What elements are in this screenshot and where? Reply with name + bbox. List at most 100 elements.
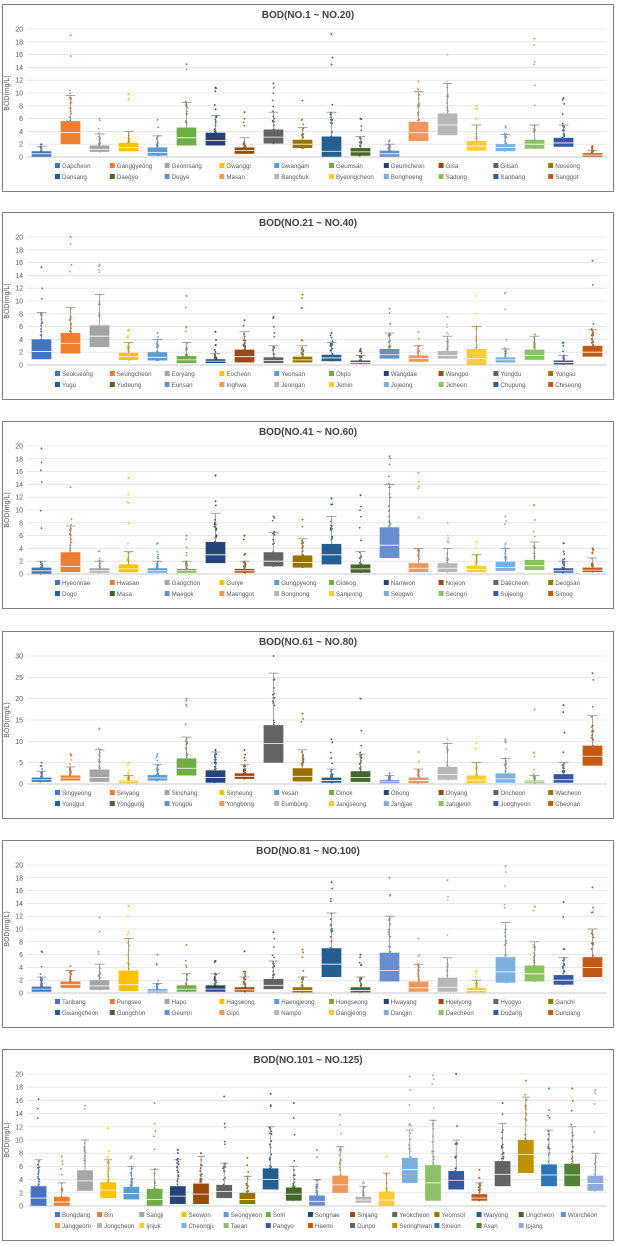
data-point [447, 534, 449, 537]
box-seongyeon [123, 1155, 140, 1200]
legend-swatch-5 [274, 790, 280, 795]
data-point [215, 356, 218, 359]
data-point [39, 509, 42, 512]
legend-swatch-8 [350, 1212, 356, 1217]
data-point [301, 525, 304, 528]
legend-label-6: Geumsan [336, 163, 363, 170]
data-point [214, 504, 217, 507]
data-point [523, 1133, 526, 1136]
box-deogsan [292, 518, 313, 569]
legend-label-19: Jonghyeon [500, 801, 531, 808]
data-point [107, 1150, 110, 1153]
legend-swatch-20 [548, 382, 554, 387]
y-tick-label-2: 4 [19, 1177, 23, 1184]
box-jemin [466, 294, 487, 366]
data-point [359, 509, 361, 512]
data-point [126, 559, 129, 562]
legend-swatch-23 [434, 1223, 440, 1228]
data-point [127, 98, 130, 101]
legend-label-5: Yeonsan [281, 371, 305, 378]
outlier-max [243, 319, 246, 322]
data-point [292, 1117, 295, 1119]
legend-swatch-20 [548, 174, 554, 179]
data-point [127, 493, 130, 496]
data-point [563, 558, 566, 560]
y-tick-label-6: 12 [15, 1124, 23, 1131]
box-body [408, 981, 429, 992]
data-point [97, 127, 100, 130]
outlier-max [330, 881, 333, 884]
box-bin [53, 1155, 70, 1207]
box-chiseong [582, 259, 603, 357]
chart-title: BOD(NO.81 ~ NO.100) [256, 846, 360, 857]
legend-swatch-13 [560, 1212, 566, 1217]
data-point [270, 1133, 273, 1135]
outlier-max [185, 294, 188, 297]
data-point [300, 751, 303, 753]
outlier-max [130, 1155, 133, 1158]
legend-label-5: Yesan [281, 790, 299, 797]
box-seokseong [31, 266, 52, 360]
legend-label-17: Cheongji [188, 1223, 212, 1230]
outlier-max [475, 104, 478, 107]
legend-label-11: Dogo [62, 591, 77, 598]
outlier-max [475, 969, 478, 972]
data-point [185, 964, 187, 967]
box-taean [425, 1074, 441, 1201]
data-point [504, 542, 507, 545]
box-chart-2: BOD(NO.21 ~ NO.40) 0 2 4 6 8 10 12 14 16 18 20 BOD(m… [4, 218, 607, 389]
data-point [360, 729, 363, 732]
data-point [563, 102, 566, 105]
box-dangjin [495, 865, 516, 984]
data-point [416, 351, 419, 354]
data-point [36, 1163, 39, 1166]
legend-label-15: Nampo [281, 1010, 302, 1017]
data-point [126, 501, 129, 504]
legend-label-12: Masa [117, 591, 133, 598]
outlier-max [562, 901, 565, 904]
box-yesan [147, 753, 168, 782]
box-dundang [582, 886, 603, 977]
data-point [108, 1162, 111, 1165]
outlier-max [37, 1098, 40, 1101]
y-axis-label: BOD(mg/L) [4, 702, 11, 737]
box-hyeonnae [31, 447, 52, 575]
data-point [416, 549, 419, 552]
data-point [213, 523, 216, 526]
data-point [591, 552, 594, 554]
data-point [387, 777, 390, 780]
box-dogo [321, 497, 342, 565]
box-body [292, 768, 313, 782]
data-point [70, 758, 72, 761]
legend-swatch-9 [392, 1212, 398, 1217]
data-point [445, 556, 448, 559]
box-jangseong [466, 742, 487, 784]
box-body [321, 777, 342, 783]
box-hagseong [118, 904, 139, 992]
legend-label-17: Jojeong [391, 382, 413, 389]
box-body [378, 1191, 395, 1206]
box-sinyang [60, 753, 81, 781]
outlier-max [446, 878, 449, 881]
data-point [331, 762, 334, 765]
data-point [273, 937, 276, 940]
data-point [36, 1117, 39, 1119]
data-point [562, 916, 565, 918]
data-point [592, 738, 595, 741]
box-hyogyo [263, 931, 284, 990]
outlier-max [504, 125, 507, 128]
data-point [548, 1109, 551, 1112]
legend-label-19: Sanbang [500, 174, 525, 181]
outlier-max [272, 655, 275, 657]
box-hwayang [205, 960, 226, 992]
y-tick-label-8: 16 [15, 52, 23, 59]
box-sadong [524, 37, 545, 150]
y-tick-label-6: 12 [15, 286, 23, 293]
outlier-max [330, 332, 333, 334]
data-point [358, 763, 361, 766]
legend-swatch-13 [164, 801, 170, 806]
box-body [408, 563, 429, 573]
legend-label-2: Bin [104, 1212, 114, 1219]
data-point [128, 141, 131, 143]
data-point [339, 1123, 342, 1126]
